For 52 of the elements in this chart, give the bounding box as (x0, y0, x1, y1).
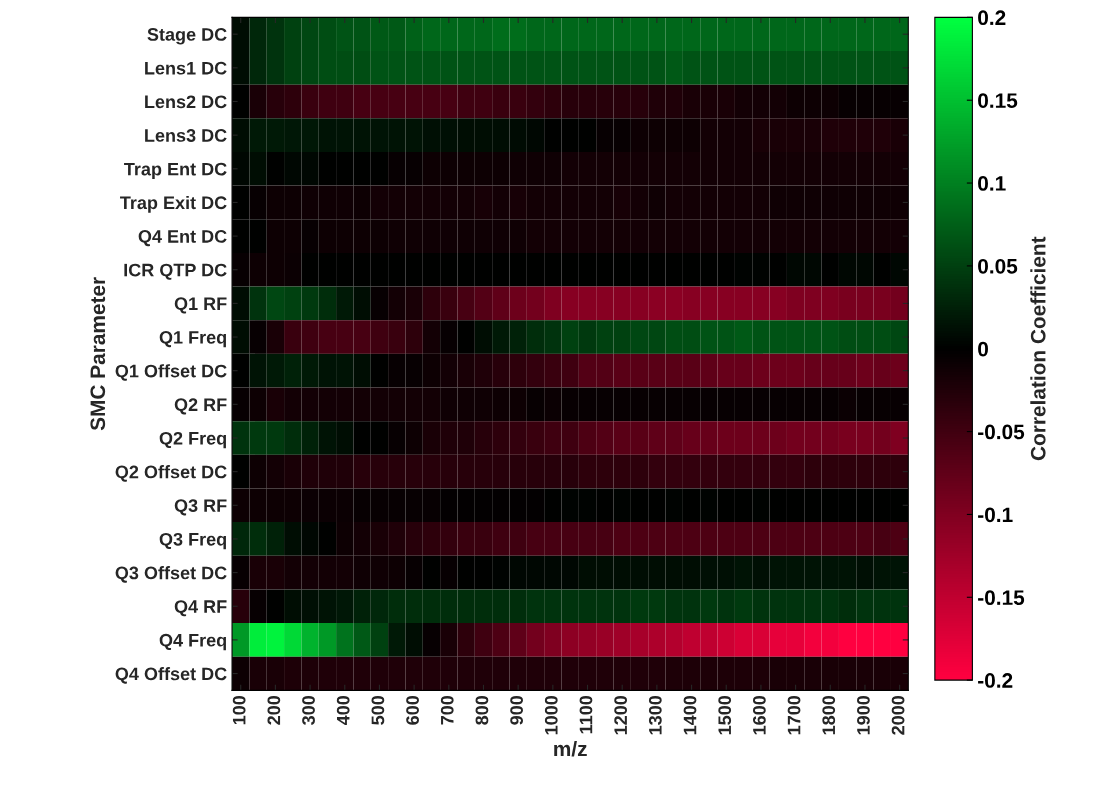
y-tick-label: Q2 Freq (159, 431, 226, 449)
x-tick-label: 900 (510, 695, 524, 725)
y-tick-label: Q4 RF (174, 600, 227, 617)
color-bar-label: 0.15 (978, 93, 1018, 108)
y-tick-label: Q4 Freq (159, 633, 226, 651)
color-bar-label: -0.1 (978, 507, 1013, 523)
x-tick-label: 1600 (752, 695, 766, 735)
x-tick-label: 500 (371, 695, 385, 725)
x-tick-label: 800 (475, 695, 489, 725)
y-tick-label: Q1 Freq (159, 330, 226, 348)
color-bar-label: -0.05 (978, 424, 1025, 440)
x-tick-label: 1200 (614, 695, 628, 735)
x-tick-label: 100 (232, 695, 246, 725)
x-tick-label: 1400 (683, 695, 697, 735)
color-bar-label: -0.15 (978, 590, 1025, 606)
y-tick-label: Q3 Freq (159, 532, 226, 550)
color-bar-label: 0.1 (978, 176, 1006, 191)
color-bar-label: 0 (978, 341, 988, 357)
color-bar-label: -0.2 (978, 673, 1013, 688)
y-tick-label: Q4 Offset DC (115, 667, 227, 684)
y-tick-label: Stage DC (147, 28, 227, 45)
y-tick-label: Q1 RF (174, 297, 227, 314)
x-tick-label: 1800 (822, 695, 836, 735)
y-tick-label: Q3 Offset DC (115, 566, 227, 583)
x-tick-label: 600 (406, 695, 419, 725)
y-tick-label: Trap Exit DC (120, 195, 227, 213)
y-tick-label: Lens1 DC (145, 61, 227, 75)
x-tick-label: 1000 (544, 695, 558, 735)
y-tick-label: Lens3 DC (145, 129, 227, 142)
y-tick-label: Q2 Offset DC (115, 465, 227, 482)
color-bar-title: Correlation Coefficient (1030, 236, 1046, 461)
y-tick-label: Q1 Offset DC (115, 364, 227, 381)
y-axis-title: SMC Parameter (90, 277, 106, 431)
x-tick-label: 2000 (891, 695, 905, 735)
y-tick-label: Q2 RF (174, 398, 227, 415)
x-tick-label: 1300 (648, 695, 662, 735)
y-tick-label: Q4 Ent DC (138, 230, 227, 247)
y-tick-label: ICR QTP DC (124, 263, 227, 280)
y-tick-label: Trap Ent DC (124, 162, 227, 180)
x-tick-label: 1700 (787, 695, 801, 735)
color-bar-label: 0.05 (978, 258, 1018, 274)
y-tick-label: Q3 RF (174, 499, 227, 516)
x-axis-title: m/z (554, 740, 587, 757)
x-tick-label: 700 (440, 695, 454, 725)
x-tick-label: 1500 (718, 695, 732, 735)
x-tick-label: 1900 (857, 695, 870, 735)
x-tick-label: 300 (302, 695, 315, 725)
x-tick-label: 1100 (579, 695, 593, 734)
x-tick-label: 200 (267, 695, 281, 725)
y-tick-label: Lens2 DC (145, 95, 227, 109)
color-bar-label: 0.2 (978, 10, 1006, 26)
x-tick-label: 400 (336, 695, 350, 726)
